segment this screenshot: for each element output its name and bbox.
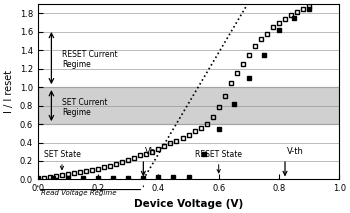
Bar <box>38 87 339 124</box>
Text: Read Voltage Regime: Read Voltage Regime <box>41 190 116 196</box>
Text: SET State: SET State <box>43 150 80 170</box>
Text: Vh: Vh <box>145 147 156 156</box>
X-axis label: Device Voltage (V): Device Voltage (V) <box>134 199 243 209</box>
Text: RESET State: RESET State <box>195 150 242 173</box>
Text: RESET Current
Regime: RESET Current Regime <box>62 50 118 69</box>
Text: SET Current
Regime: SET Current Regime <box>62 98 107 117</box>
Text: V-th: V-th <box>287 147 303 156</box>
Y-axis label: I / I reset: I / I reset <box>4 70 14 113</box>
